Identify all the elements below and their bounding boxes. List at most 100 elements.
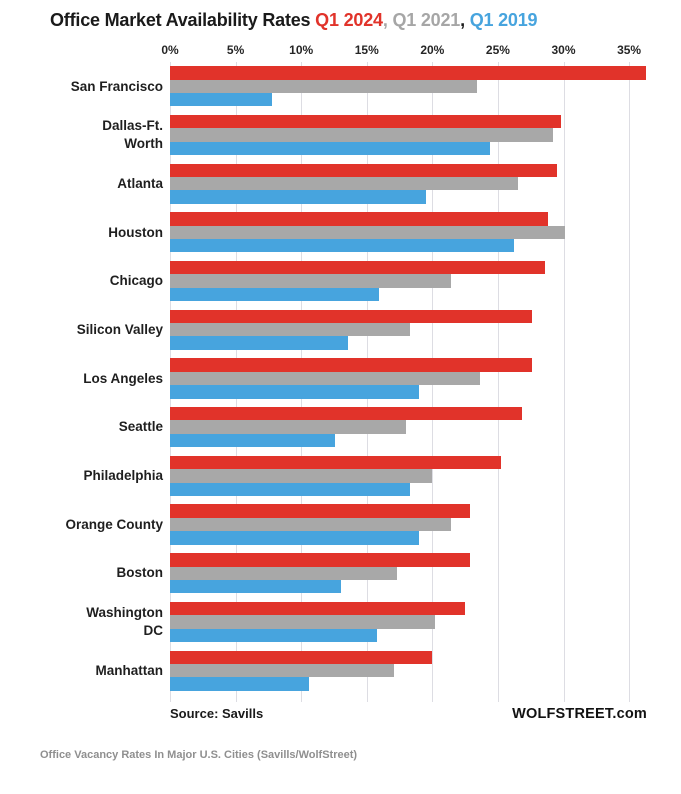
bar-group — [170, 261, 675, 302]
city-row-houston: Houston — [0, 208, 681, 257]
bar-q1-2024-philadelphia — [170, 455, 501, 470]
axis-tick-label: 10% — [289, 43, 314, 57]
bar-q1-2019-san-francisco — [170, 93, 273, 107]
bar-q1-2019-silicon-valley — [170, 336, 349, 350]
bar-q1-2021-boston — [170, 566, 397, 580]
axis-tick-label: 15% — [354, 43, 379, 57]
bar-q1-2021-los-angeles — [170, 371, 480, 386]
city-row-boston: Boston — [0, 549, 681, 598]
city-label: Silicon Valley — [76, 322, 163, 337]
axis-tick-label: 5% — [226, 43, 245, 57]
bar-group — [170, 601, 675, 642]
bar-group — [170, 358, 675, 399]
bar-q1-2024-san-francisco — [170, 66, 647, 80]
bar-q1-2021-seattle — [170, 420, 407, 434]
title-segment: Q1 2019 — [464, 10, 538, 30]
bar-q1-2019-los-angeles — [170, 385, 420, 399]
x-axis: 0% 5% 10% 15% 20% 25% 30% 35% — [161, 43, 675, 59]
city-label: Manhattan — [95, 662, 164, 678]
bar-q1-2024-dallas-ft-worth — [170, 114, 561, 129]
bar-group — [170, 212, 675, 253]
bar-group — [170, 650, 675, 691]
title-segment: Q1 2024 — [315, 10, 383, 30]
bar-q1-2019-chicago — [170, 287, 379, 302]
bar-q1-2021-atlanta — [170, 177, 518, 191]
source-label: Source: Savills — [170, 706, 264, 722]
title-segment: , — [382, 10, 393, 30]
bar-group — [170, 455, 675, 496]
title-segment: Office Market Availability Rates — [50, 10, 316, 30]
bar-q1-2019-philadelphia — [170, 482, 411, 496]
bar-q1-2024-seattle — [170, 407, 522, 421]
bar-q1-2019-dallas-ft-worth — [170, 141, 491, 156]
bar-group — [170, 114, 675, 156]
city-label: Chicago — [109, 273, 163, 289]
bar-q1-2019-atlanta — [170, 190, 426, 204]
bar-q1-2024-atlanta — [170, 163, 557, 178]
bar-q1-2021-chicago — [170, 274, 451, 288]
bar-q1-2019-seattle — [170, 433, 336, 448]
chart-title: Office Market Availability Rates Q1 2024… — [50, 10, 675, 31]
bar-q1-2024-silicon-valley — [170, 309, 533, 324]
city-row-seattle: Seattle — [0, 403, 681, 452]
bar-q1-2021-manhattan — [170, 663, 395, 678]
bar-group — [170, 553, 675, 594]
city-row-manhattan: Manhattan — [0, 646, 681, 695]
bar-q1-2019-washington-dc — [170, 628, 378, 642]
city-label: Los Angeles — [83, 370, 163, 386]
city-label: Washington DC — [86, 605, 163, 638]
bar-q1-2021-houston — [170, 225, 565, 240]
bar-group — [170, 66, 675, 107]
axis-tick-label: 20% — [420, 43, 445, 57]
city-row-chicago: Chicago — [0, 257, 681, 306]
bar-q1-2024-boston — [170, 553, 471, 567]
bar-q1-2019-boston — [170, 579, 341, 594]
bar-group — [170, 309, 675, 350]
title-segment: , — [460, 10, 465, 30]
city-label: Houston — [108, 224, 163, 240]
wolfstreet-brand: WOLFSTREET.com — [512, 705, 647, 722]
axis-tick-label: 0% — [161, 43, 179, 57]
source-row: Source: Savills WOLFSTREET.com — [170, 706, 675, 722]
city-row-washington-dc: Washington DC — [0, 598, 681, 647]
bar-rows: San Francisco Dallas-Ft. Worth Atlanta Hous… — [0, 62, 681, 695]
bar-q1-2024-orange-county — [170, 504, 471, 518]
city-row-orange-county: Orange County — [0, 500, 681, 549]
bar-q1-2024-washington-dc — [170, 601, 466, 616]
city-row-los-angeles: Los Angeles — [0, 354, 681, 403]
bar-q1-2021-san-francisco — [170, 79, 477, 94]
footer-caption: Office Vacancy Rates In Major U.S. Citie… — [40, 748, 358, 761]
bar-q1-2021-philadelphia — [170, 469, 433, 483]
bar-q1-2024-los-angeles — [170, 358, 533, 372]
city-label: Orange County — [65, 516, 163, 532]
bar-q1-2019-orange-county — [170, 531, 420, 545]
axis-tick-label: 35% — [617, 43, 642, 57]
bar-q1-2019-houston — [170, 239, 514, 253]
title-segment: Q1 2021 — [392, 10, 461, 30]
bar-q1-2021-orange-county — [170, 517, 451, 532]
bar-group — [170, 407, 675, 448]
city-label: Dallas-Ft. Worth — [102, 118, 163, 152]
city-label: Philadelphia — [83, 468, 163, 484]
city-label: Atlanta — [117, 175, 163, 191]
bar-q1-2021-dallas-ft-worth — [170, 128, 553, 142]
bar-q1-2021-washington-dc — [170, 615, 435, 629]
bar-q1-2019-manhattan — [170, 677, 310, 691]
axis-tick-label: 25% — [485, 43, 510, 57]
city-label: San Francisco — [70, 78, 163, 94]
city-label: Seattle — [118, 419, 163, 435]
city-row-atlanta: Atlanta — [0, 159, 681, 208]
bar-q1-2024-manhattan — [170, 650, 433, 664]
axis-tick-label: 30% — [551, 43, 576, 57]
city-row-philadelphia: Philadelphia — [0, 452, 681, 501]
bar-chart-plot: San Francisco Dallas-Ft. Worth Atlanta Hous… — [0, 62, 681, 702]
city-row-san-francisco: San Francisco — [0, 62, 681, 111]
city-label: Boston — [116, 565, 164, 581]
city-row-silicon-valley: Silicon Valley — [0, 305, 681, 354]
bar-q1-2021-silicon-valley — [170, 323, 411, 337]
city-row-dallas-ft-worth: Dallas-Ft. Worth — [0, 111, 681, 160]
bar-group — [170, 163, 675, 204]
bar-q1-2024-houston — [170, 212, 548, 226]
bar-group — [170, 504, 675, 545]
